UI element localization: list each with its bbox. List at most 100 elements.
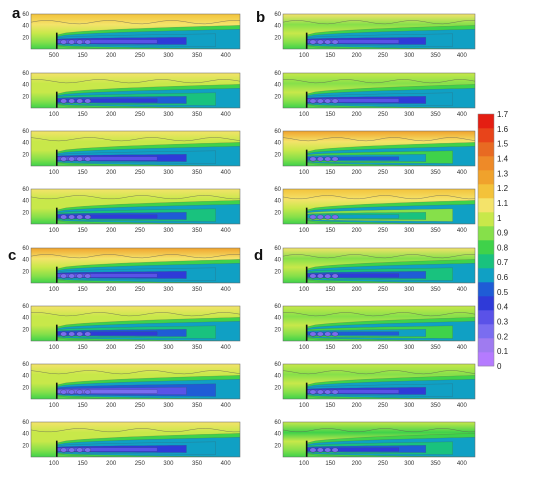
x-tick-label: 350	[192, 170, 203, 176]
vortex-core	[68, 156, 76, 162]
y-tick-label: 60	[22, 71, 29, 77]
x-tick-label: 150	[78, 287, 89, 293]
y-tick-label: 20	[22, 269, 29, 275]
vortex-core	[68, 39, 76, 45]
vortex-core	[84, 273, 92, 279]
contour-plot-b-4: 20 40 60 100 150 200 250 300 350 400	[274, 187, 476, 234]
x-tick-label: 300	[404, 403, 415, 409]
y-tick-label: 40	[274, 24, 281, 30]
panel-label-a: a	[12, 5, 21, 22]
y-tick-label: 40	[22, 24, 29, 30]
x-tick-label: 100	[49, 228, 60, 234]
x-tick-label: 350	[192, 403, 203, 409]
x-tick-label: 150	[325, 53, 336, 59]
colorbar-segment	[478, 338, 494, 353]
vortex-core	[316, 273, 324, 279]
y-tick-label: 40	[22, 199, 29, 205]
x-tick-label: 150	[78, 461, 89, 467]
plot-frame	[30, 188, 241, 225]
x-tick-label: 200	[106, 461, 117, 467]
colorbar-tick-label: 1.6	[497, 125, 509, 134]
x-tick-label: 250	[378, 170, 389, 176]
contour-line	[31, 370, 240, 375]
x-tick-label: 200	[106, 403, 117, 409]
y-tick-label: 40	[22, 83, 29, 89]
x-tick-label: 200	[106, 345, 117, 351]
y-tick-label: 60	[22, 362, 29, 368]
vortex-core	[316, 98, 324, 104]
x-tick-label: 200	[352, 345, 363, 351]
x-tick-label: 100	[49, 287, 60, 293]
x-tick-label: 250	[378, 403, 389, 409]
x-tick-label: 400	[457, 345, 468, 351]
x-tick-label: 300	[404, 461, 415, 467]
x-tick-label: 150	[325, 228, 336, 234]
x-tick-label: 400	[457, 228, 468, 234]
contour-line	[283, 428, 475, 433]
y-tick-label: 60	[274, 129, 281, 135]
y-tick-label: 20	[274, 210, 281, 216]
contour-line	[31, 195, 240, 200]
x-tick-label: 200	[352, 228, 363, 234]
x-tick-label: 100	[299, 228, 310, 234]
x-tick-label: 200	[106, 228, 117, 234]
colorbar-tick-label: 0.6	[497, 273, 509, 282]
contour-plot-d-4: 20 40 60 100 150 200 250 300 350 400	[274, 420, 476, 467]
y-tick-label: 20	[274, 35, 281, 41]
x-tick-label: 400	[221, 403, 232, 409]
contour-line	[283, 79, 475, 84]
y-tick-label: 20	[22, 327, 29, 333]
contour-plot-c-3: 20 40 60 100 150 200 250 300 350 400	[22, 362, 241, 409]
x-tick-label: 250	[378, 461, 389, 467]
plot-frame	[30, 363, 241, 400]
vortex-core	[68, 331, 76, 337]
vortex-core	[84, 98, 92, 104]
colorbar-tick-label: 1.1	[497, 199, 509, 208]
x-tick-label: 400	[457, 461, 468, 467]
x-tick-label: 350	[431, 287, 442, 293]
contour-line	[283, 312, 475, 317]
x-tick-label: 100	[49, 461, 60, 467]
x-tick-label: 400	[221, 112, 232, 118]
x-tick-label: 250	[135, 461, 146, 467]
colorbar-segment	[478, 212, 494, 227]
vortex-core	[324, 214, 332, 220]
vortex-core	[60, 389, 67, 395]
vortex-core	[331, 39, 339, 45]
y-tick-label: 60	[22, 246, 29, 252]
x-tick-label: 300	[404, 53, 415, 59]
x-tick-label: 250	[378, 287, 389, 293]
plot-frame	[282, 421, 476, 458]
colorbar: 0 0.1 0.2 0.3 0.4 0.5 0.6 0.7 0.8 0.9 1 1.1 1.2 1.3 1.…	[477, 110, 509, 371]
y-tick-label: 60	[22, 420, 29, 426]
colorbar-segment	[478, 352, 494, 367]
y-tick-label: 20	[274, 94, 281, 100]
x-tick-label: 400	[221, 345, 232, 351]
x-tick-label: 150	[325, 170, 336, 176]
x-tick-label: 250	[135, 112, 146, 118]
x-tick-label: 100	[299, 287, 310, 293]
x-tick-label: 350	[431, 228, 442, 234]
colorbar-segment	[478, 170, 494, 185]
colorbar-segment	[478, 142, 494, 157]
x-tick-label: 200	[106, 53, 117, 59]
colorbar-tick-label: 1.7	[497, 110, 509, 119]
colorbar-tick-label: 0	[497, 362, 502, 371]
contour-line	[283, 370, 475, 375]
colorbar-segment	[478, 254, 494, 269]
y-tick-label: 40	[274, 141, 281, 147]
colorbar-tick-label: 1.2	[497, 184, 509, 193]
x-tick-label: 350	[192, 112, 203, 118]
y-tick-label: 40	[274, 258, 281, 264]
vortex-core	[331, 389, 339, 395]
vortex-core	[309, 156, 317, 162]
plot-frame	[282, 130, 476, 167]
plot-frame	[30, 305, 241, 342]
vortex-core	[331, 98, 339, 104]
vortex-core	[76, 331, 84, 337]
contour-line	[283, 137, 475, 142]
y-tick-label: 60	[22, 304, 29, 310]
vortex-core	[324, 273, 332, 279]
vortex-core	[76, 39, 84, 45]
